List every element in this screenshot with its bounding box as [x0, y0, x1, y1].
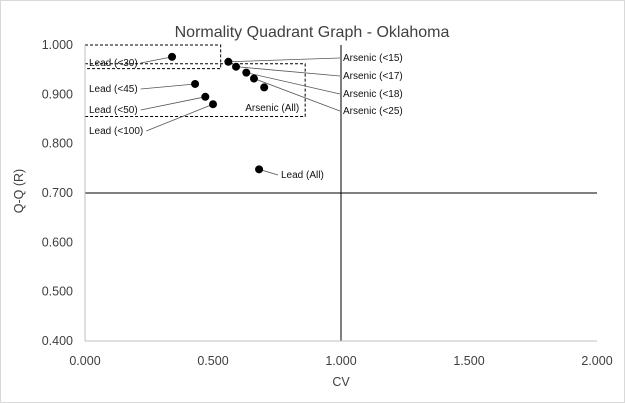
y-tick-label: 0.900 [42, 87, 73, 101]
y-tick-label: 0.500 [42, 285, 73, 299]
point-label: Lead (<50) [89, 105, 138, 116]
y-tick-label: 0.600 [42, 235, 73, 249]
point-label: Arsenic (<18) [343, 89, 403, 100]
data-point [242, 68, 251, 77]
data-point [224, 57, 233, 66]
point-label: Arsenic (<25) [343, 106, 403, 117]
leader-line [140, 96, 206, 111]
dashed-box-2 [84, 63, 306, 118]
x-tick-label: 0.000 [69, 354, 100, 368]
y-tick-label: 0.800 [42, 137, 73, 151]
data-point [232, 62, 241, 71]
y-axis-label: Q-Q (R) [12, 169, 26, 213]
data-point [201, 92, 210, 101]
data-points [168, 52, 269, 174]
leader-line [253, 78, 341, 112]
point-label: Arsenic (<17) [343, 71, 403, 82]
data-point [168, 52, 177, 61]
point-label: Lead (<100) [89, 126, 143, 137]
point-label: Lead (<45) [89, 84, 138, 95]
leader-lines [140, 56, 341, 176]
point-label: Lead (<30) [89, 58, 138, 69]
x-tick-label: 1.500 [453, 354, 484, 368]
y-tick-label: 1.000 [42, 38, 73, 52]
chart-title: Normality Quadrant Graph - Oklahoma [175, 24, 450, 41]
x-tick-label: 0.500 [197, 354, 228, 368]
quadrant-lines [84, 45, 597, 342]
data-point [255, 165, 264, 174]
x-axis-label: CV [332, 375, 350, 389]
y-tick-label: 0.400 [42, 334, 73, 348]
leader-line [246, 72, 341, 95]
point-label: Arsenic (<15) [343, 53, 403, 64]
leader-line [140, 56, 173, 64]
data-point [249, 74, 258, 83]
x-tick-label: 1.000 [325, 354, 356, 368]
leader-line [140, 83, 196, 90]
x-tick-label: 2.000 [581, 354, 612, 368]
leader-line [228, 57, 341, 63]
data-point [260, 83, 269, 92]
y-tick-label: 0.700 [42, 186, 73, 200]
leader-line [236, 66, 341, 77]
axis-ticks: 0.000 0.500 1.000 1.500 2.000 0.400 0.500 0.600… [42, 38, 613, 368]
point-labels: Lead (<30) Lead (<45) Lead (<50) Lead (<100… [89, 53, 403, 181]
data-point [209, 100, 217, 109]
point-label: Lead (All) [281, 170, 324, 181]
data-point [191, 79, 200, 88]
leader-line [146, 103, 214, 132]
annotation-label: Arsenic (All) [245, 103, 299, 114]
